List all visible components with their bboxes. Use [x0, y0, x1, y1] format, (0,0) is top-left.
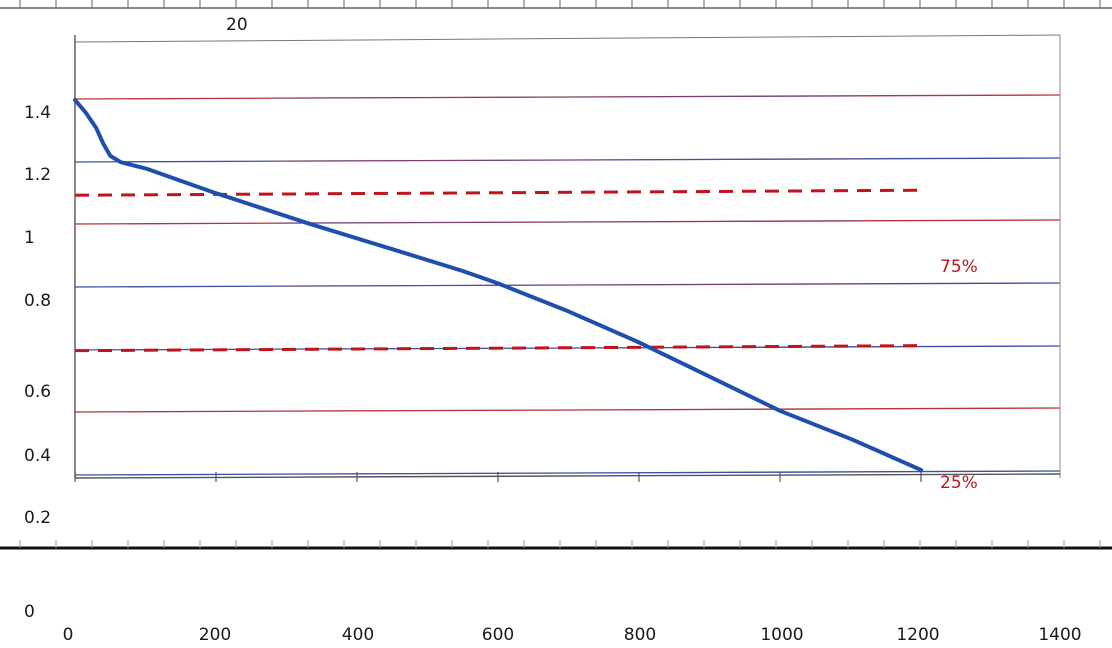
- reference-line: [74, 344, 921, 353]
- annotation-75-percent: 75%: [940, 257, 978, 277]
- y-tick-label: 0.2: [24, 508, 51, 528]
- chart-title: 20: [226, 15, 248, 35]
- gridline-overlay: [274, 158, 861, 162]
- gridline-top: [74, 34, 1061, 43]
- gridline-overlay: [274, 471, 861, 475]
- x-tick-label: 200: [199, 625, 231, 645]
- x-tick-label: 400: [342, 625, 374, 645]
- y-tick-label: 0.6: [24, 382, 51, 402]
- gridline-overlay: [274, 283, 861, 287]
- y-tick-label: 1: [24, 228, 35, 248]
- y-tick-label: 1.4: [24, 103, 51, 123]
- gridline-overlay: [274, 220, 861, 224]
- reference-line: [74, 188, 921, 197]
- y-tick-label: 0.4: [24, 446, 51, 466]
- x-tick-label: 800: [624, 625, 656, 645]
- annotation-25-percent: 25%: [940, 473, 978, 493]
- gridline-overlay: [274, 408, 861, 412]
- series-line: [73, 98, 923, 472]
- gridline-overlay: [274, 95, 861, 99]
- x-tick-label: 1000: [760, 625, 803, 645]
- reference-lines: [74, 188, 921, 353]
- x-tick-label: 1400: [1038, 625, 1081, 645]
- gridlines: [74, 34, 1061, 476]
- y-tick-label: 0: [24, 602, 35, 622]
- x-tick-label: 0: [63, 625, 74, 645]
- x-tick-label: 1200: [896, 625, 939, 645]
- x-tick-label: 600: [482, 625, 514, 645]
- chart-frame: [0, 0, 1112, 550]
- x-axis: [74, 473, 1061, 479]
- y-tick-label: 1.2: [24, 165, 51, 185]
- series-layer: [73, 98, 923, 472]
- plot-axes: [74, 35, 1061, 482]
- y-tick-label: 0.8: [24, 291, 51, 311]
- tick-labels: 1.4 1.2 1 0.8 0.6 0.4 0.2 0 0 200 400 600 800 1000 120…: [24, 103, 1082, 645]
